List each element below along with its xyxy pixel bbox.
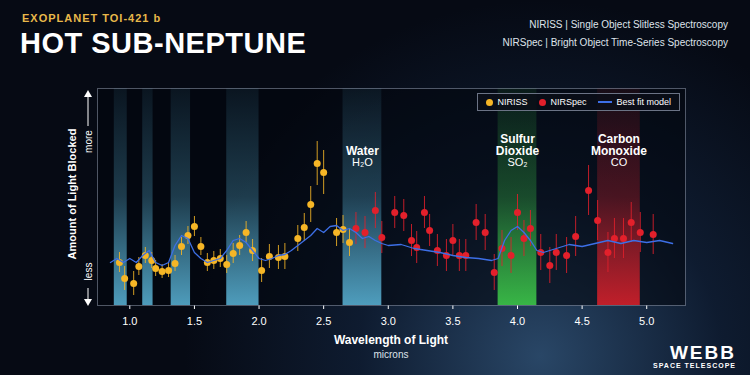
html-text:less: less: [82, 262, 94, 281]
svg-text:3.5: 3.5: [445, 315, 460, 327]
svg-text:1.0: 1.0: [122, 315, 137, 327]
svg-text:CO: CO: [611, 156, 628, 168]
html-text:more: more: [82, 130, 94, 153]
svg-text:4.0: 4.0: [510, 315, 525, 327]
html-text:microns: microns: [373, 349, 409, 360]
html-text:NIRISS | Single Object Slitles: NIRISS | Single Object Slitless Spectros…: [529, 19, 728, 30]
svg-text:CarbonMonoxide: CarbonMonoxide: [591, 132, 647, 158]
svg-text:2.5: 2.5: [316, 315, 331, 327]
html-text:SPACE TELESCOPE: SPACE TELESCOPE: [653, 362, 736, 369]
html-text:NIRSpec | Bright Object Time-S: NIRSpec | Bright Object Time-Series Spec…: [502, 37, 728, 48]
html-text:NIRISS: NIRISS: [497, 97, 528, 107]
svg-text:1.5: 1.5: [187, 315, 202, 327]
svg-text:H₂O: H₂O: [352, 156, 373, 168]
svg-text:SO₂: SO₂: [507, 156, 527, 168]
svg-text:4.5: 4.5: [574, 315, 589, 327]
html-text:EXOPLANET TOI-421 b: EXOPLANET TOI-421 b: [22, 12, 162, 24]
html-text:Wavelength of Light: Wavelength of Light: [333, 333, 449, 347]
html-text:Amount of Light Blocked: Amount of Light Blocked: [66, 128, 78, 260]
svg-text:3.0: 3.0: [381, 315, 396, 327]
html-text:Best fit model: Best fit model: [616, 97, 671, 107]
svg-text:Water: Water: [346, 143, 379, 158]
svg-text:5.0: 5.0: [639, 315, 654, 327]
svg-text:SulfurDioxide: SulfurDioxide: [496, 132, 540, 158]
svg-text:2.0: 2.0: [251, 315, 266, 327]
html-text:HOT SUB-NEPTUNE: HOT SUB-NEPTUNE: [20, 27, 307, 59]
html-text:NIRSpec: NIRSpec: [550, 97, 587, 107]
html-text:WEBB: WEBB: [669, 342, 736, 363]
